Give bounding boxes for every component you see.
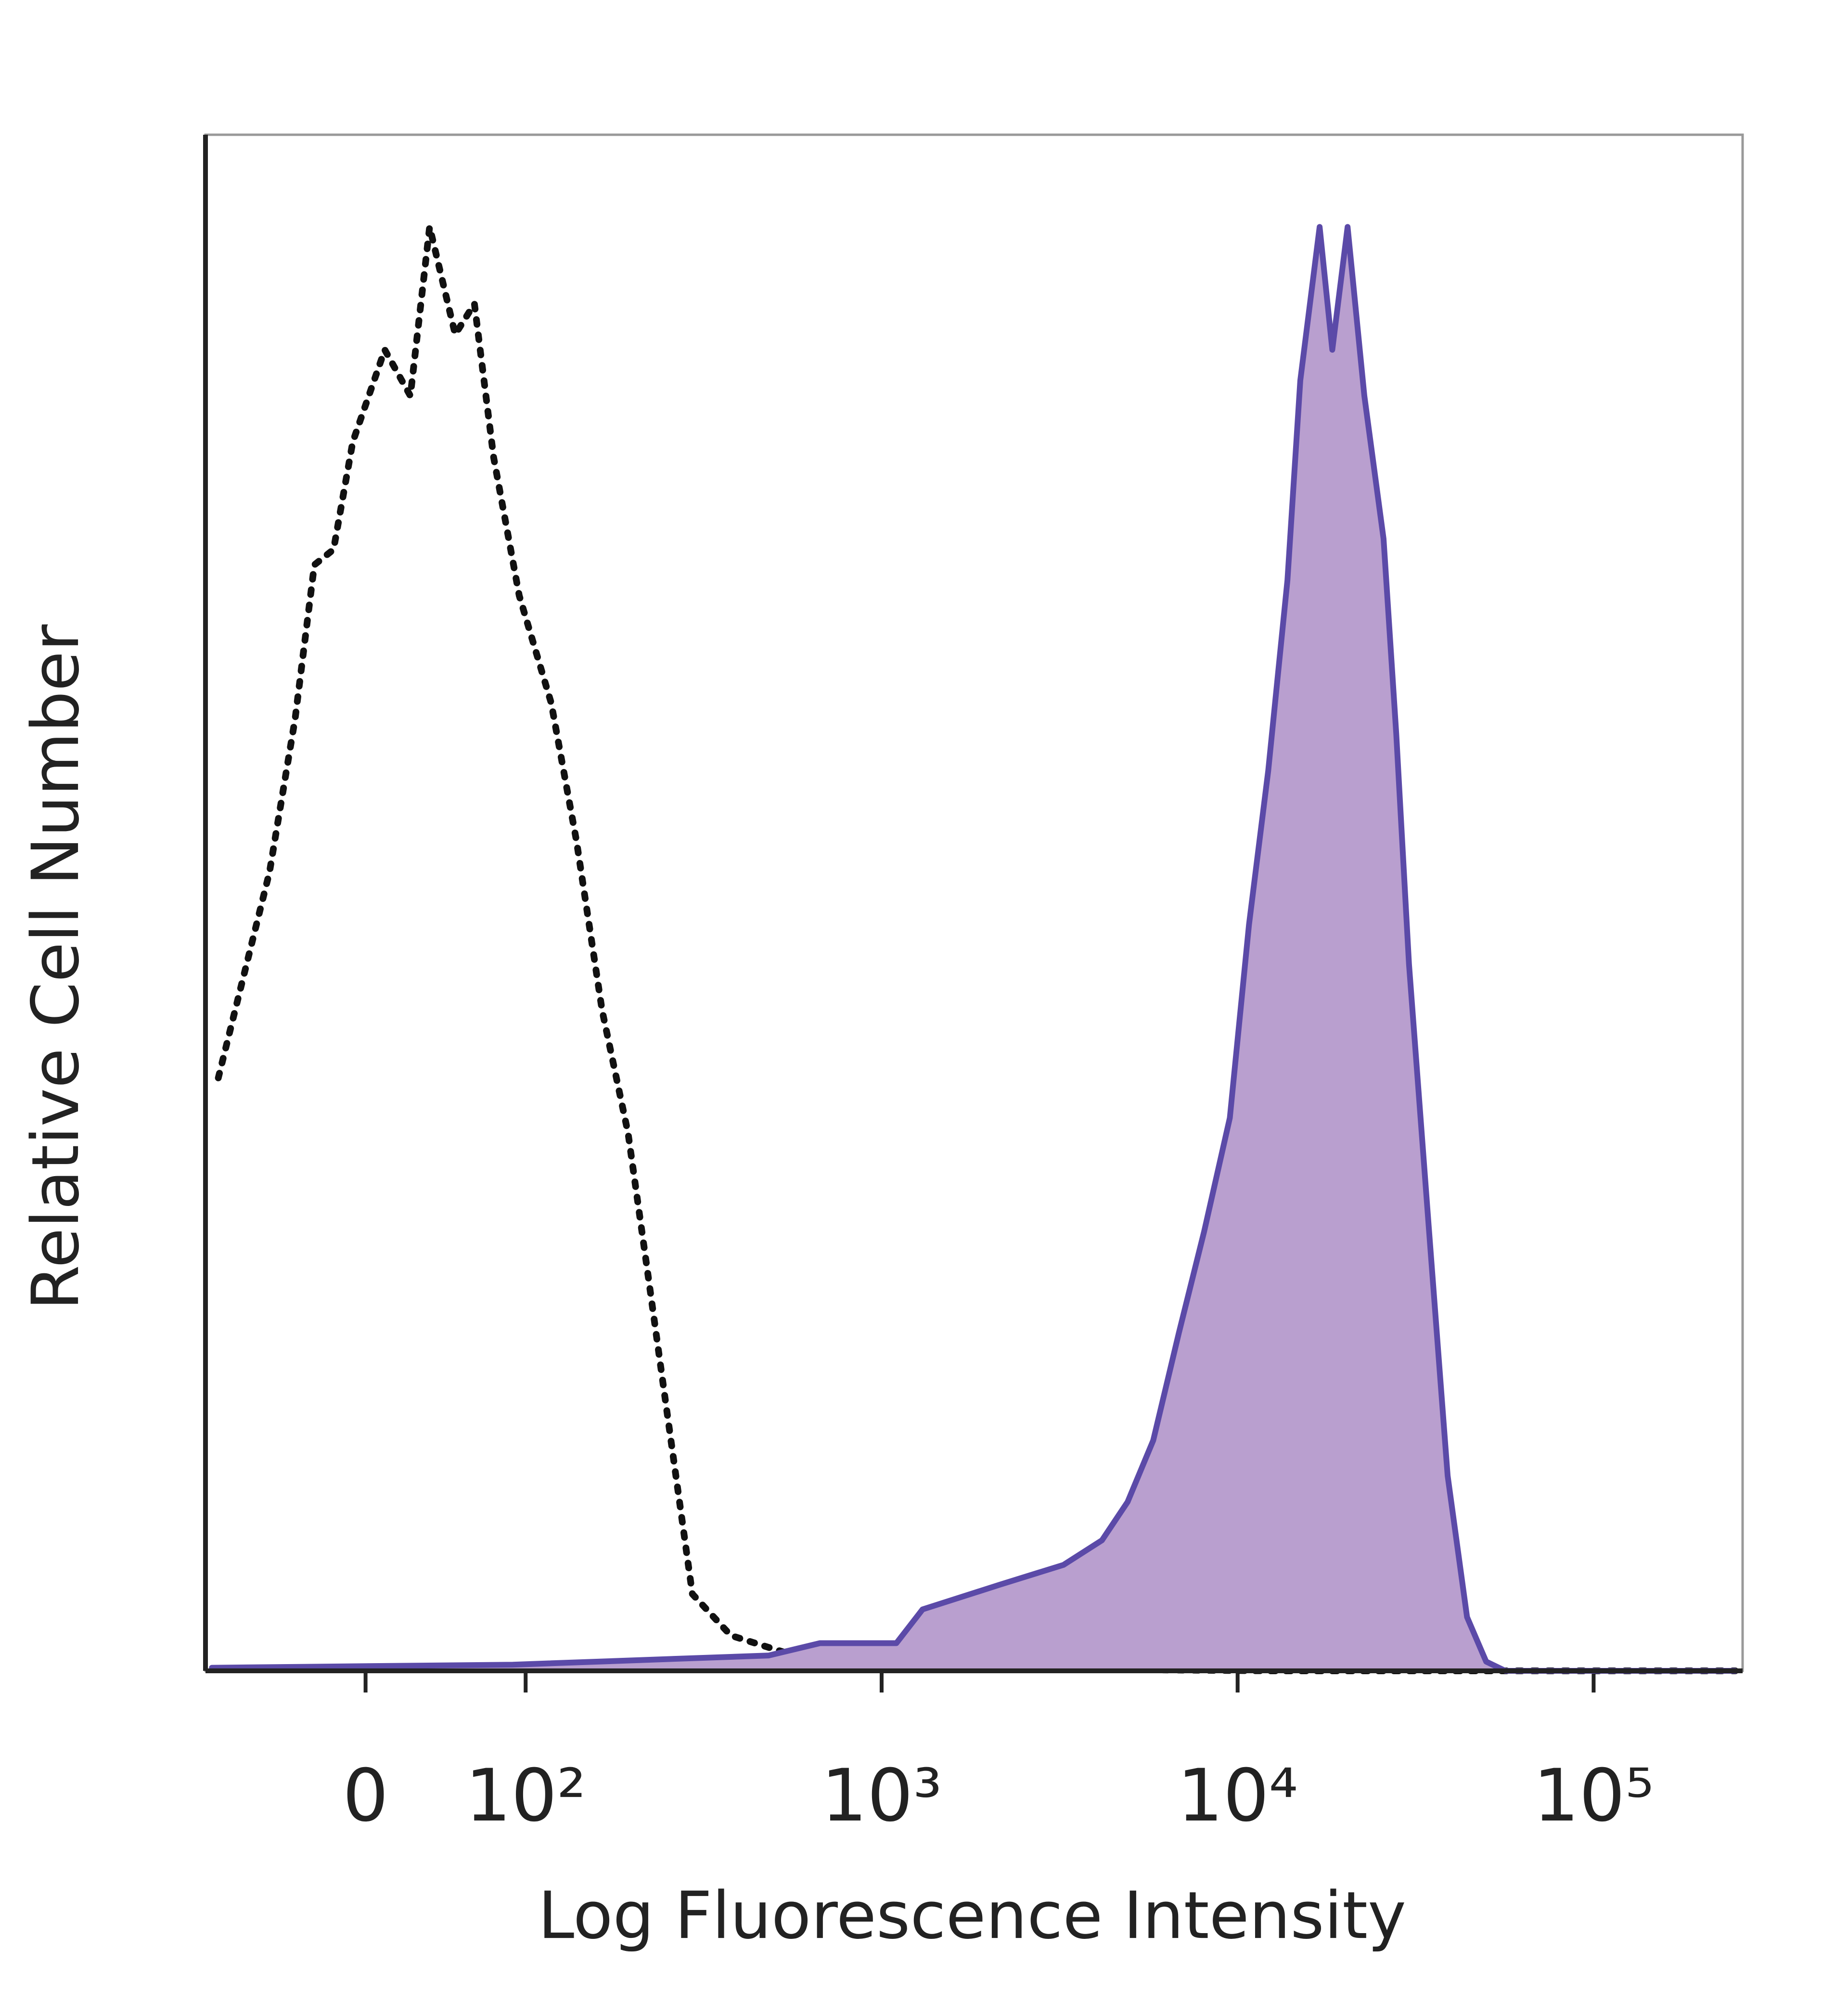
x-axis-label: Log Fluorescence Intensity — [538, 1878, 1406, 1953]
x-tick-label: 0 — [343, 1754, 388, 1838]
x-tick-label: 10⁴ — [1177, 1754, 1298, 1838]
y-axis-label: Relative Cell Number — [18, 624, 93, 1310]
plot-frame — [204, 133, 1744, 1672]
x-tick-label: 10⁵ — [1533, 1754, 1654, 1838]
histogram-line — [215, 223, 1739, 1674]
x-tick-label: 10² — [465, 1754, 586, 1838]
area-fill — [212, 227, 1735, 1671]
histogram-line — [209, 224, 1738, 1674]
x-tick-label: 10³ — [821, 1754, 942, 1838]
